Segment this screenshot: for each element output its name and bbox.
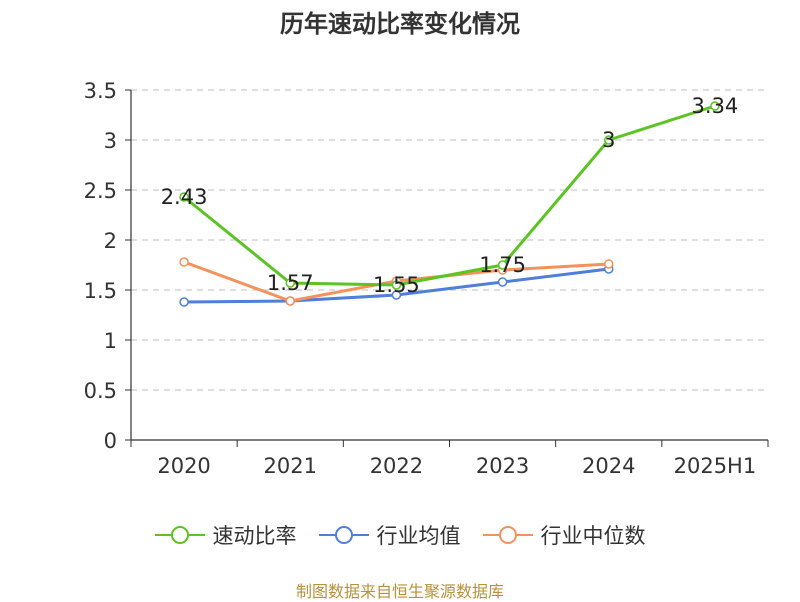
legend-item-industry-median[interactable]: 行业中位数 <box>482 520 646 550</box>
legend-label: 行业均值 <box>376 524 461 548</box>
legend-item-industry-mean[interactable]: 行业均值 <box>318 520 461 550</box>
x-tick-label: 2023 <box>476 454 529 478</box>
data-label: 1.75 <box>479 253 526 277</box>
y-tick-label: 1.5 <box>84 279 117 303</box>
data-point <box>391 290 402 300</box>
y-tick-label: 3 <box>104 129 117 153</box>
data-point <box>179 257 189 267</box>
data-label: 1.57 <box>267 271 314 295</box>
data-labels: 2.43 1.57 1.55 1.75 3 3.34 <box>161 94 739 297</box>
legend: 速动比率 行业均值 行业中位数 <box>0 520 800 550</box>
data-point <box>604 259 614 269</box>
x-tick-label: 2024 <box>582 454 635 478</box>
data-point <box>497 277 508 287</box>
data-label: 3 <box>602 128 615 152</box>
data-label: 2.43 <box>161 185 208 209</box>
data-point <box>179 297 189 307</box>
series-line <box>183 104 716 287</box>
data-point <box>391 280 402 290</box>
legend-label: 速动比率 <box>212 524 297 548</box>
y-tick-label: 2 <box>104 229 117 253</box>
data-point <box>497 260 508 270</box>
y-tick-label: 0 <box>104 429 117 453</box>
y-tick-label: 2.5 <box>84 179 117 203</box>
grid-lines <box>131 89 768 391</box>
legend-line-marker-icon <box>482 526 533 544</box>
x-tick-label: 2022 <box>370 454 423 478</box>
legend-line-marker-icon <box>318 526 369 544</box>
series-lines <box>179 101 720 307</box>
data-point <box>285 278 295 288</box>
axes: 0 0.5 1 1.5 2 2.5 3 3.5 2020 2021 2022 2023 2024 2025… <box>84 79 769 478</box>
data-label: 1.55 <box>373 273 420 297</box>
legend-line-marker-icon <box>154 526 205 544</box>
legend-label: 行业中位数 <box>540 524 646 548</box>
y-tick-label: 0.5 <box>84 379 117 403</box>
x-tick-label: 2025H1 <box>674 454 757 478</box>
x-tick-label: 2020 <box>157 454 210 478</box>
data-point <box>604 135 614 145</box>
y-tick-label: 3.5 <box>84 79 117 103</box>
legend-item-quick-ratio[interactable]: 速动比率 <box>154 520 297 550</box>
data-point <box>179 192 189 202</box>
data-label: 3.34 <box>692 94 739 118</box>
y-tick-label: 1 <box>104 329 117 353</box>
chart-title: 历年速动比率变化情况 <box>280 10 520 38</box>
data-point <box>710 101 720 111</box>
data-point <box>285 296 295 306</box>
source-note: 制图数据来自恒生聚源数据库 <box>295 582 504 601</box>
x-tick-label: 2021 <box>264 454 317 478</box>
